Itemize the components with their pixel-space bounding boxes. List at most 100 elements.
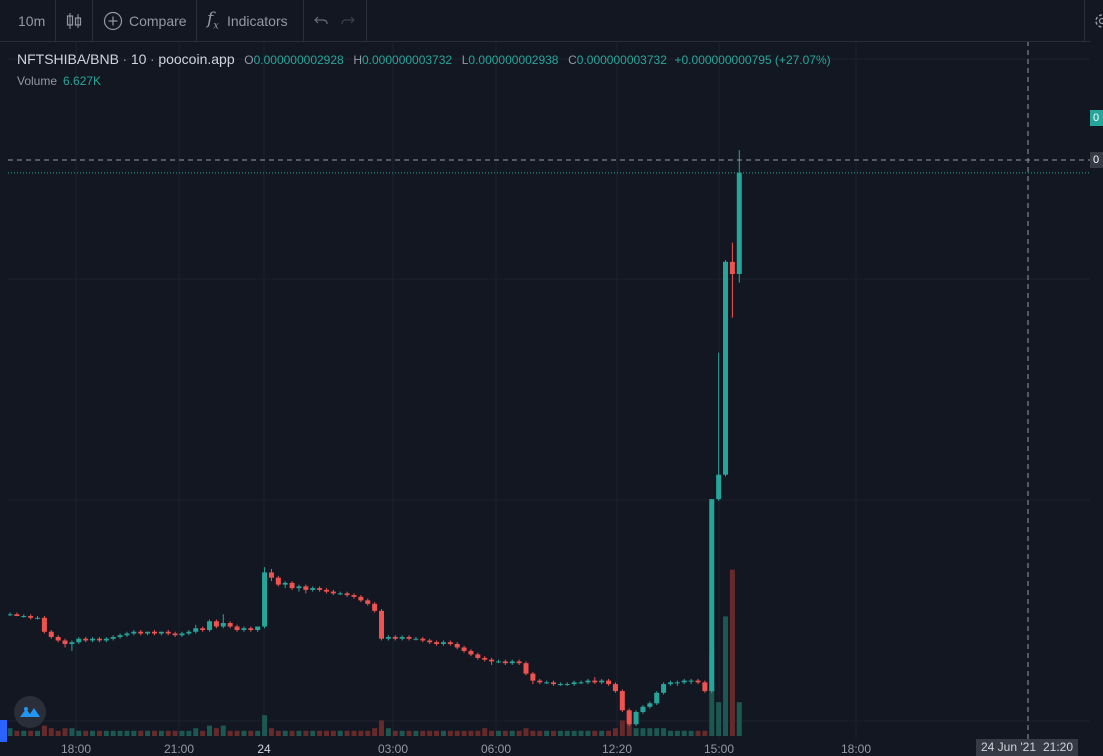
volume-bar — [571, 730, 577, 736]
settings-button[interactable] — [1092, 0, 1103, 41]
candle-body — [310, 588, 316, 590]
candle-body — [709, 499, 715, 692]
candle-body — [420, 638, 426, 641]
candle-body — [578, 682, 584, 684]
toolbar-divider — [196, 0, 197, 41]
candle-body — [220, 623, 226, 627]
volume-bar — [165, 730, 171, 736]
volume-bar — [399, 730, 405, 736]
volume-bar — [282, 730, 288, 736]
symbol-name[interactable]: NFTSHIBA/BNB — [17, 51, 119, 67]
candle-body — [716, 474, 722, 500]
candle-body — [379, 610, 385, 639]
volume-bar — [578, 730, 584, 736]
volume-bar — [220, 725, 226, 736]
volume-bar — [406, 730, 412, 736]
volume-bar — [434, 730, 440, 736]
candle-body — [145, 631, 151, 634]
volume-bar — [310, 730, 316, 736]
candle-body — [213, 621, 219, 627]
candle-body — [626, 710, 632, 725]
legend-dot: · — [122, 51, 128, 67]
indicators-label: Indicators — [226, 12, 288, 29]
candle-body — [227, 623, 233, 627]
volume-bar — [248, 730, 254, 736]
volume-bar — [454, 730, 460, 736]
candle-body — [475, 654, 481, 658]
volume-bar — [96, 730, 102, 736]
candle-body — [296, 586, 302, 589]
logo-icon — [20, 707, 40, 717]
candle-body — [248, 628, 254, 631]
interval-button[interactable]: 10m — [18, 0, 45, 41]
volume-bar — [8, 728, 13, 736]
volume-bar — [131, 730, 137, 736]
candlestick-chart[interactable] — [8, 41, 1090, 739]
price-axis[interactable] — [1090, 41, 1103, 739]
candle-body — [723, 261, 729, 475]
volume-bar — [551, 730, 557, 736]
volume-bar — [207, 725, 213, 736]
undo-icon — [314, 16, 328, 24]
candle-body — [516, 661, 522, 664]
volume-bar — [674, 730, 680, 736]
candle-body — [619, 691, 625, 711]
volume-bar — [103, 730, 109, 736]
redo-button[interactable] — [339, 0, 357, 41]
volume-bar — [647, 728, 653, 736]
candle-body — [76, 638, 82, 643]
volume-bar — [14, 730, 20, 736]
candle-body — [303, 586, 309, 590]
candle-body — [606, 680, 612, 685]
chart-area[interactable] — [8, 41, 1090, 739]
candle-body — [447, 642, 453, 644]
volume-bar — [440, 730, 446, 736]
candle-body — [158, 631, 164, 634]
volume-bar — [234, 730, 240, 736]
volume-bar — [76, 730, 82, 736]
chart-type-button[interactable] — [65, 0, 83, 41]
time-tick: 15:00 — [703, 742, 735, 756]
candle-body — [110, 636, 116, 639]
volume-legend: Volume 6.627K — [17, 74, 101, 88]
volume-bar — [599, 730, 605, 736]
volume-bar — [358, 730, 364, 736]
fx-sub: x — [213, 20, 219, 32]
candle-body — [399, 636, 405, 639]
candle-body — [28, 616, 34, 618]
volume-bar — [667, 730, 673, 736]
high-key: H — [353, 53, 362, 67]
volume-bar — [344, 730, 350, 736]
change-value: +0.000000000795 (+27.07%) — [674, 53, 831, 67]
candle-body — [90, 638, 96, 641]
candle-body — [495, 661, 501, 663]
candle-body — [736, 172, 742, 275]
volume-bar — [351, 730, 357, 736]
volume-bar — [255, 730, 261, 736]
volume-bar — [337, 730, 343, 736]
candle-body — [207, 621, 213, 631]
time-axis[interactable] — [0, 739, 1103, 756]
volume-bar — [372, 728, 378, 736]
volume-bar — [723, 616, 729, 736]
compare-button[interactable]: Compare — [103, 0, 187, 41]
volume-bar — [330, 730, 336, 736]
candle-body — [674, 682, 680, 684]
indicators-button[interactable]: fx Indicators — [207, 0, 288, 41]
candle-body — [564, 684, 570, 686]
legend-source: poocoin.app — [158, 51, 235, 67]
volume-bar — [702, 730, 708, 736]
candle-body — [275, 577, 281, 585]
candle-body — [255, 626, 261, 631]
side-panel-toggle[interactable] — [0, 720, 7, 742]
candle-body — [667, 682, 673, 685]
poocoin-logo[interactable] — [14, 696, 46, 728]
undo-button[interactable] — [312, 0, 330, 41]
candle-body — [172, 633, 178, 636]
candle-body — [372, 603, 378, 611]
volume-bar — [62, 728, 68, 736]
candle-body — [523, 663, 529, 674]
candle-body — [21, 616, 27, 618]
volume-bar — [482, 728, 488, 736]
volume-bar — [158, 730, 164, 736]
